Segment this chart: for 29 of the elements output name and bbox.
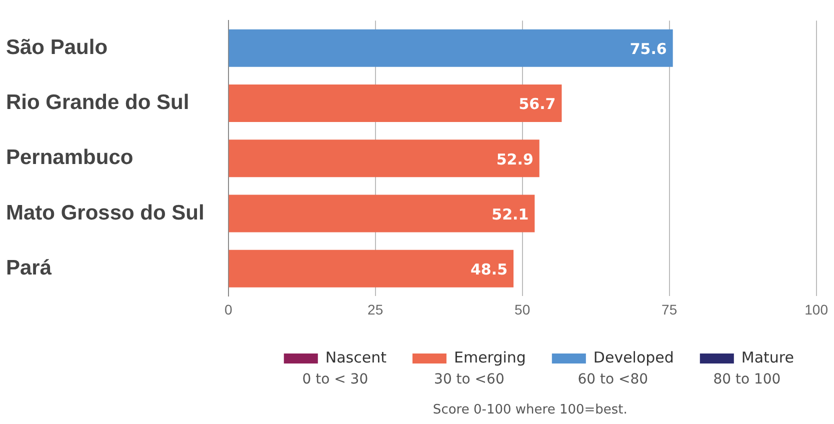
- y-tick-label: Rio Grande do Sul: [6, 91, 190, 114]
- text: Score 0-100 where 100=best.: [432, 402, 628, 418]
- x-tick-label: 100: [804, 301, 828, 318]
- text: 60 to <80: [578, 372, 648, 388]
- data-label: 48.5: [470, 260, 508, 279]
- text: 0 to < 30: [302, 372, 368, 388]
- legend-label: Developed: [593, 348, 674, 366]
- data-label: 56.7: [518, 95, 556, 114]
- x-tick-label: 75: [662, 301, 678, 318]
- legend-label: Emerging: [454, 348, 526, 366]
- bar: [228, 29, 673, 67]
- text: 30 to <60: [434, 372, 504, 388]
- y-tick-label: Pernambuco: [6, 146, 134, 170]
- x-tick-label: 0: [224, 301, 232, 318]
- bar: [228, 140, 540, 178]
- data-label: 52.1: [492, 205, 529, 224]
- bar: [228, 84, 562, 122]
- bar: [228, 250, 514, 288]
- x-tick-label: 50: [514, 301, 530, 318]
- legend-label: Nascent: [325, 348, 387, 366]
- data-label: 75.6: [630, 40, 667, 58]
- y-tick-label: Mato Grosso do Sul: [6, 201, 204, 224]
- x-tick-label: 25: [368, 301, 384, 318]
- y-tick-label: Pará: [6, 256, 52, 280]
- y-tick-label: São Paulo: [6, 36, 108, 59]
- bar: [228, 194, 535, 232]
- legend-label: Mature: [741, 348, 794, 366]
- data-label: 52.9: [496, 150, 534, 168]
- text: 80 to 100: [713, 372, 781, 388]
